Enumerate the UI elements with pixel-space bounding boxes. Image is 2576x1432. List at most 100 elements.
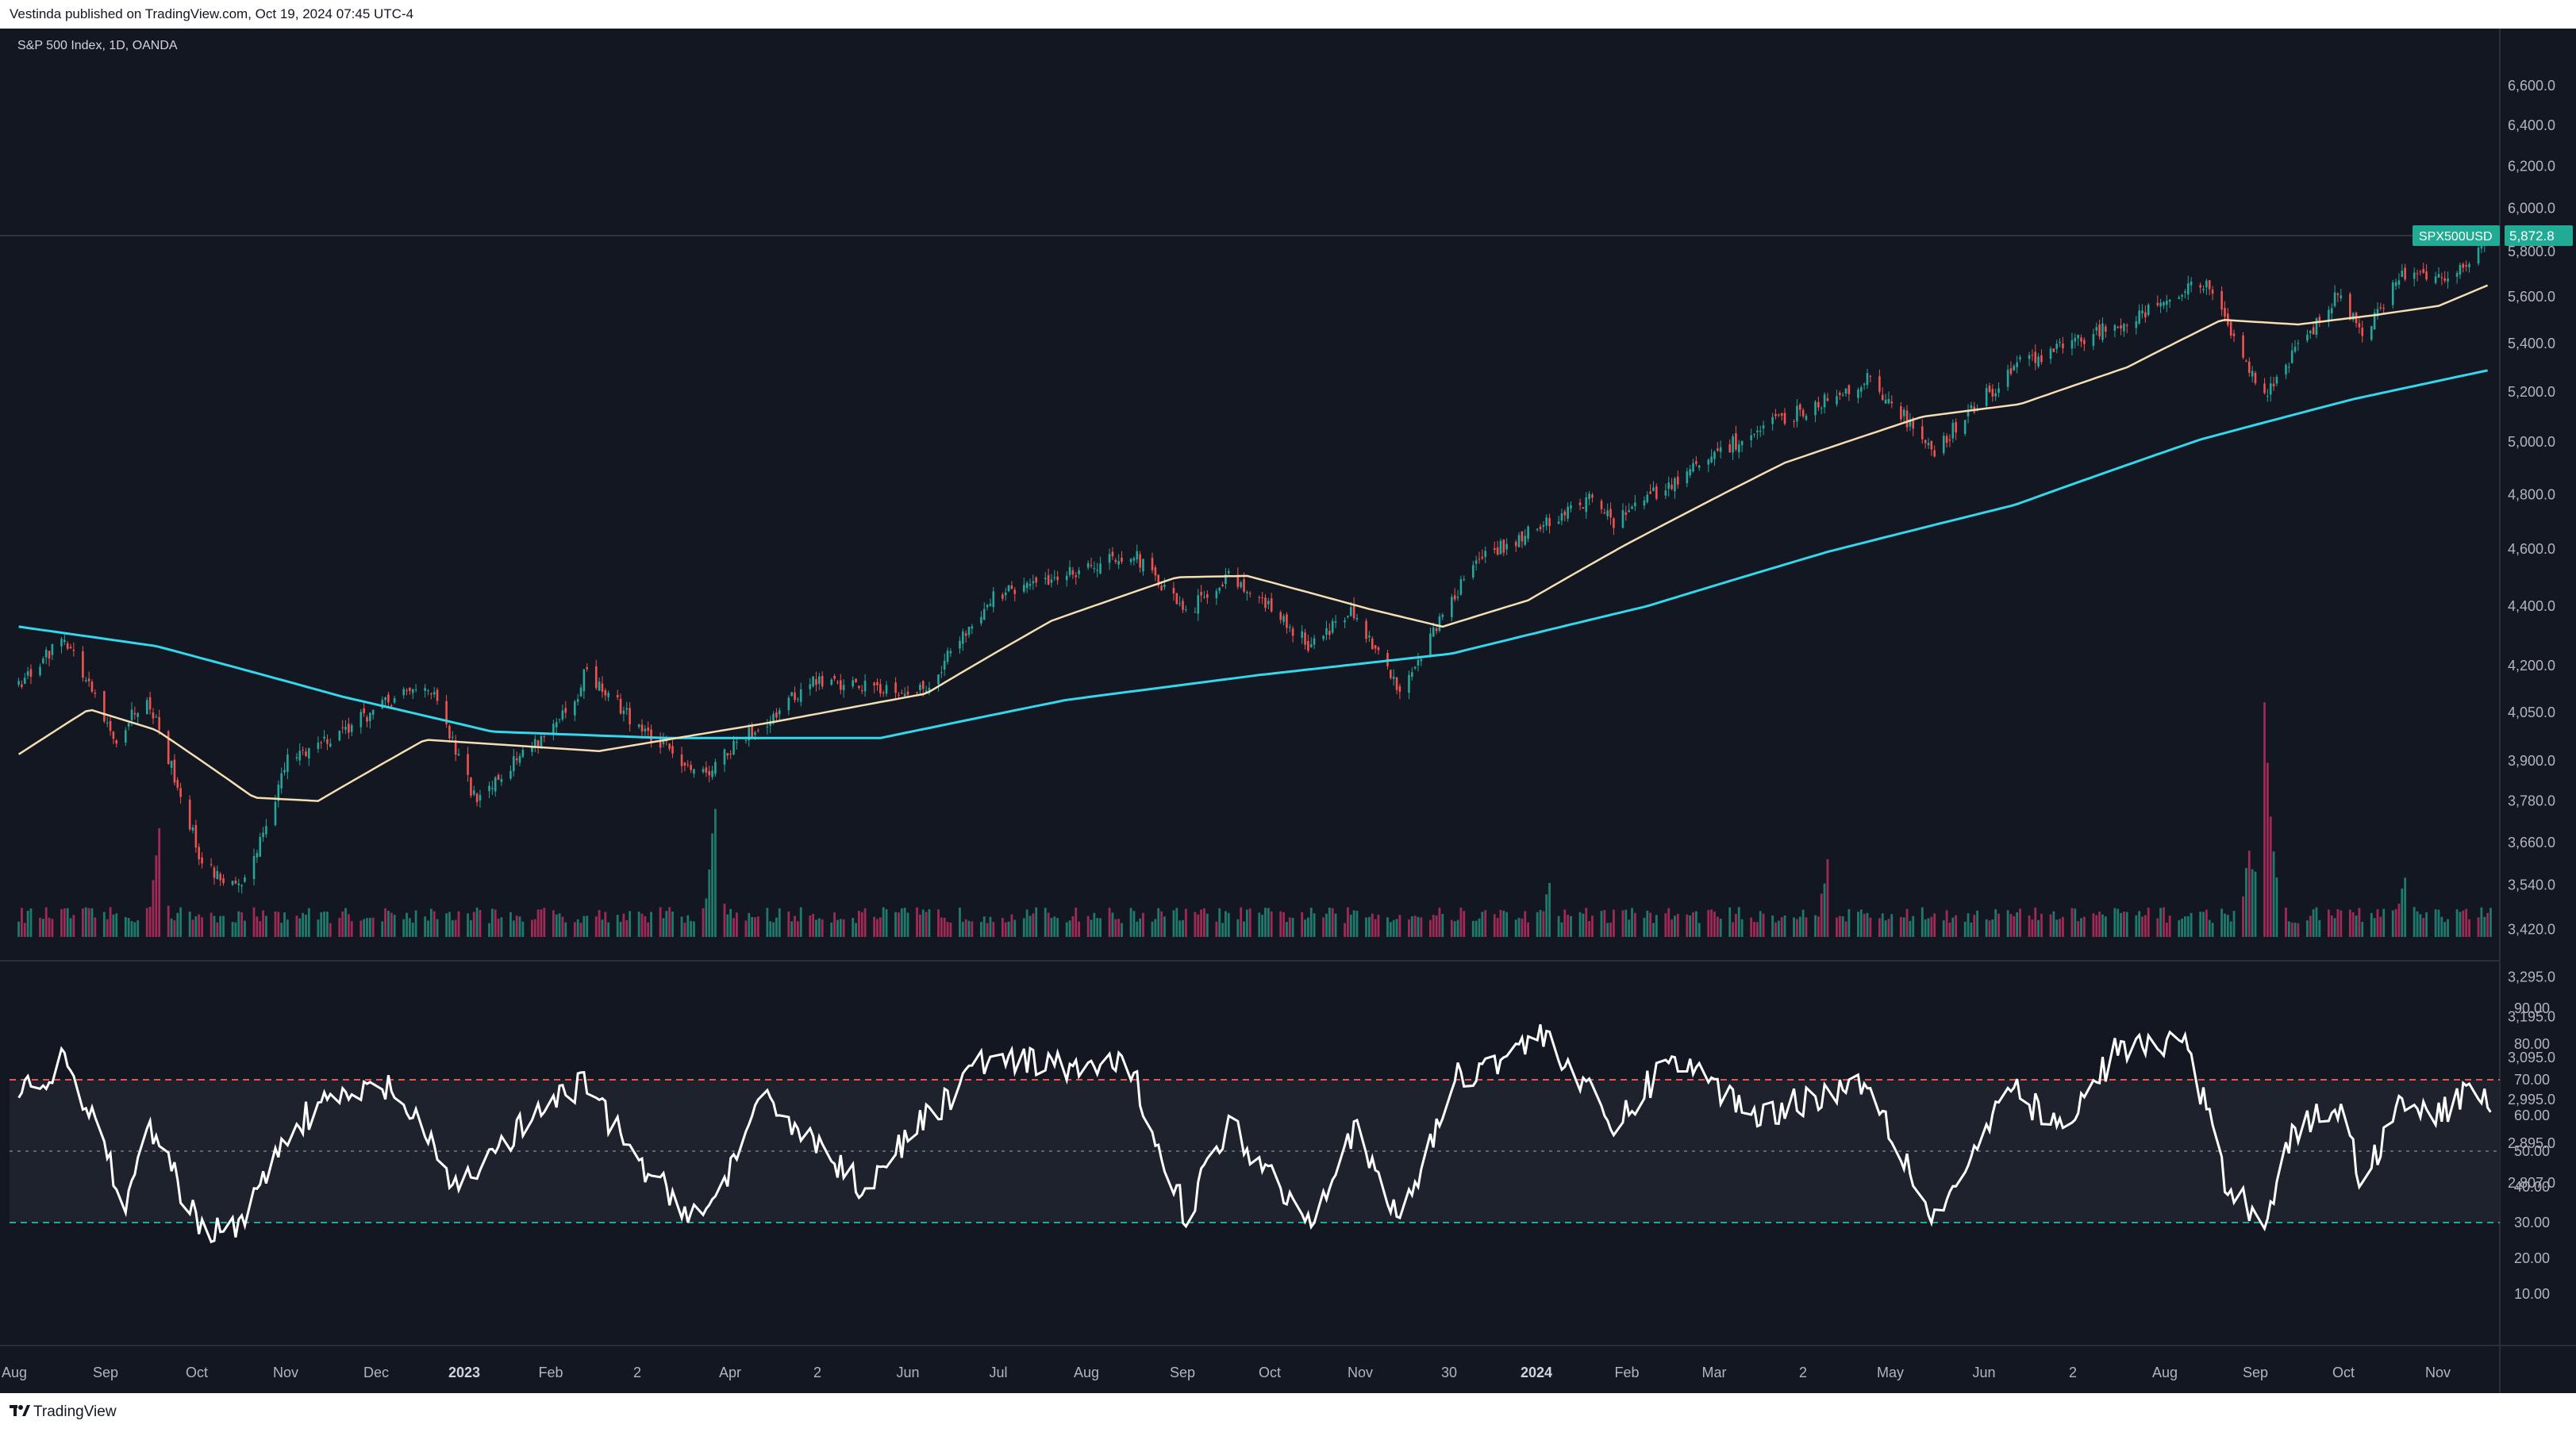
candle-body	[1114, 559, 1117, 562]
volume-bar	[1374, 919, 1377, 937]
candle-body	[536, 740, 540, 747]
volume-bar	[1924, 919, 1927, 937]
candle-body	[21, 684, 23, 687]
candle-body	[1756, 430, 1759, 432]
candle-body	[2009, 368, 2013, 374]
volume-bar	[1527, 922, 1530, 937]
rsi-axis-tick-label: 70.00	[2514, 1072, 2550, 1088]
volume-bar	[607, 922, 610, 937]
volume-bar	[787, 911, 790, 937]
candle-body	[497, 774, 500, 780]
price-axis-tick-label: 5,200.0	[2508, 384, 2555, 400]
volume-bar	[1309, 908, 1313, 937]
volume-bar	[1013, 919, 1017, 937]
candle-body	[1225, 574, 1227, 584]
candle-body	[130, 709, 133, 720]
volume-bar	[711, 833, 713, 937]
symbol-badge	[2413, 225, 2500, 247]
candle-body	[616, 694, 619, 697]
volume-bar	[1755, 922, 1759, 937]
candle-body	[2290, 350, 2293, 363]
candle-body	[1484, 551, 1486, 558]
volume-bar	[1099, 918, 1102, 937]
volume-bar	[916, 907, 918, 937]
candle-body	[1994, 393, 1997, 397]
volume-bar	[1847, 908, 1851, 937]
candle-body	[69, 647, 72, 649]
volume-bar	[1735, 914, 1737, 937]
price-axis-tick-label: 3,660.0	[2508, 835, 2555, 850]
volume-bar	[1111, 912, 1114, 937]
candle-body	[1585, 497, 1588, 513]
volume-bar	[2266, 762, 2269, 937]
candle-body	[622, 710, 625, 714]
volume-bar	[2080, 918, 2082, 937]
volume-bar	[1740, 919, 1744, 937]
volume-bar	[2355, 916, 2358, 937]
volume-bar	[1777, 920, 1780, 937]
candle-body	[1441, 614, 1444, 617]
volume-bar	[1450, 919, 1453, 937]
candle-body	[280, 773, 283, 789]
volume-bar	[2013, 916, 2016, 937]
candle-body	[237, 883, 240, 885]
volume-bar	[1243, 921, 1245, 937]
volume-bar	[1471, 920, 1474, 937]
candle-body	[338, 731, 341, 741]
candle-body	[2144, 312, 2147, 317]
volume-bar	[989, 916, 992, 937]
candle-body	[1985, 388, 1988, 406]
time-axis-tick-label: Sep	[1170, 1365, 1195, 1380]
volume-bar	[1459, 907, 1463, 937]
volume-bar	[2168, 916, 2171, 937]
volume-bar	[2247, 850, 2251, 937]
volume-bar	[1548, 882, 1551, 937]
volume-bar	[1093, 912, 1096, 937]
volume-bar	[302, 912, 305, 937]
chart-container[interactable]: S&P 500 Index, 1D, OANDA 6,600.0 6,400.0 6…	[0, 29, 2576, 1393]
volume-bar	[2293, 923, 2297, 937]
time-axis-tick-label: Dec	[363, 1365, 389, 1380]
volume-bar	[1863, 913, 1866, 937]
candle-body	[1099, 563, 1102, 574]
volume-bar	[1227, 912, 1230, 937]
volume-bar	[2306, 920, 2309, 937]
volume-bar	[2220, 908, 2224, 937]
candle-body	[1499, 540, 1502, 555]
candle-body	[1028, 584, 1032, 586]
volume-bar	[2141, 916, 2143, 937]
volume-bar	[552, 910, 555, 937]
price-axis-tick-label: 6,200.0	[2508, 158, 2555, 174]
volume-bar	[573, 922, 576, 937]
volume-bar	[1793, 917, 1795, 937]
chart-canvas[interactable]: S&P 500 Index, 1D, OANDA 6,600.0 6,400.0 6…	[0, 29, 2576, 1393]
candle-body	[2465, 265, 2467, 267]
candle-body	[830, 679, 833, 685]
volume-bar	[298, 918, 302, 937]
candle-body	[2318, 317, 2321, 323]
volume-bar	[940, 917, 943, 937]
volume-bar	[1973, 915, 1976, 937]
candle-body	[916, 692, 918, 693]
candle-body	[2297, 343, 2300, 344]
volume-bar	[2486, 912, 2489, 937]
volume-bar	[1371, 913, 1374, 937]
candle-body	[430, 693, 433, 695]
candle-body	[1218, 587, 1221, 591]
price-axis-tick-label: 2,995.0	[2508, 1092, 2555, 1108]
volume-bar	[686, 915, 690, 937]
volume-bar	[467, 913, 469, 937]
volume-bar	[1078, 921, 1081, 937]
candle-body	[1398, 685, 1401, 692]
candle-body	[145, 700, 148, 715]
volume-bar	[1502, 910, 1505, 937]
volume-bar	[191, 919, 194, 937]
volume-bar	[2143, 915, 2147, 937]
volume-bar	[2123, 912, 2125, 937]
volume-bar	[488, 923, 490, 937]
volume-bar	[305, 915, 307, 937]
volume-bar	[66, 908, 69, 937]
candle-body	[158, 717, 160, 731]
candle-body	[839, 680, 842, 690]
candle-body	[1459, 579, 1463, 595]
